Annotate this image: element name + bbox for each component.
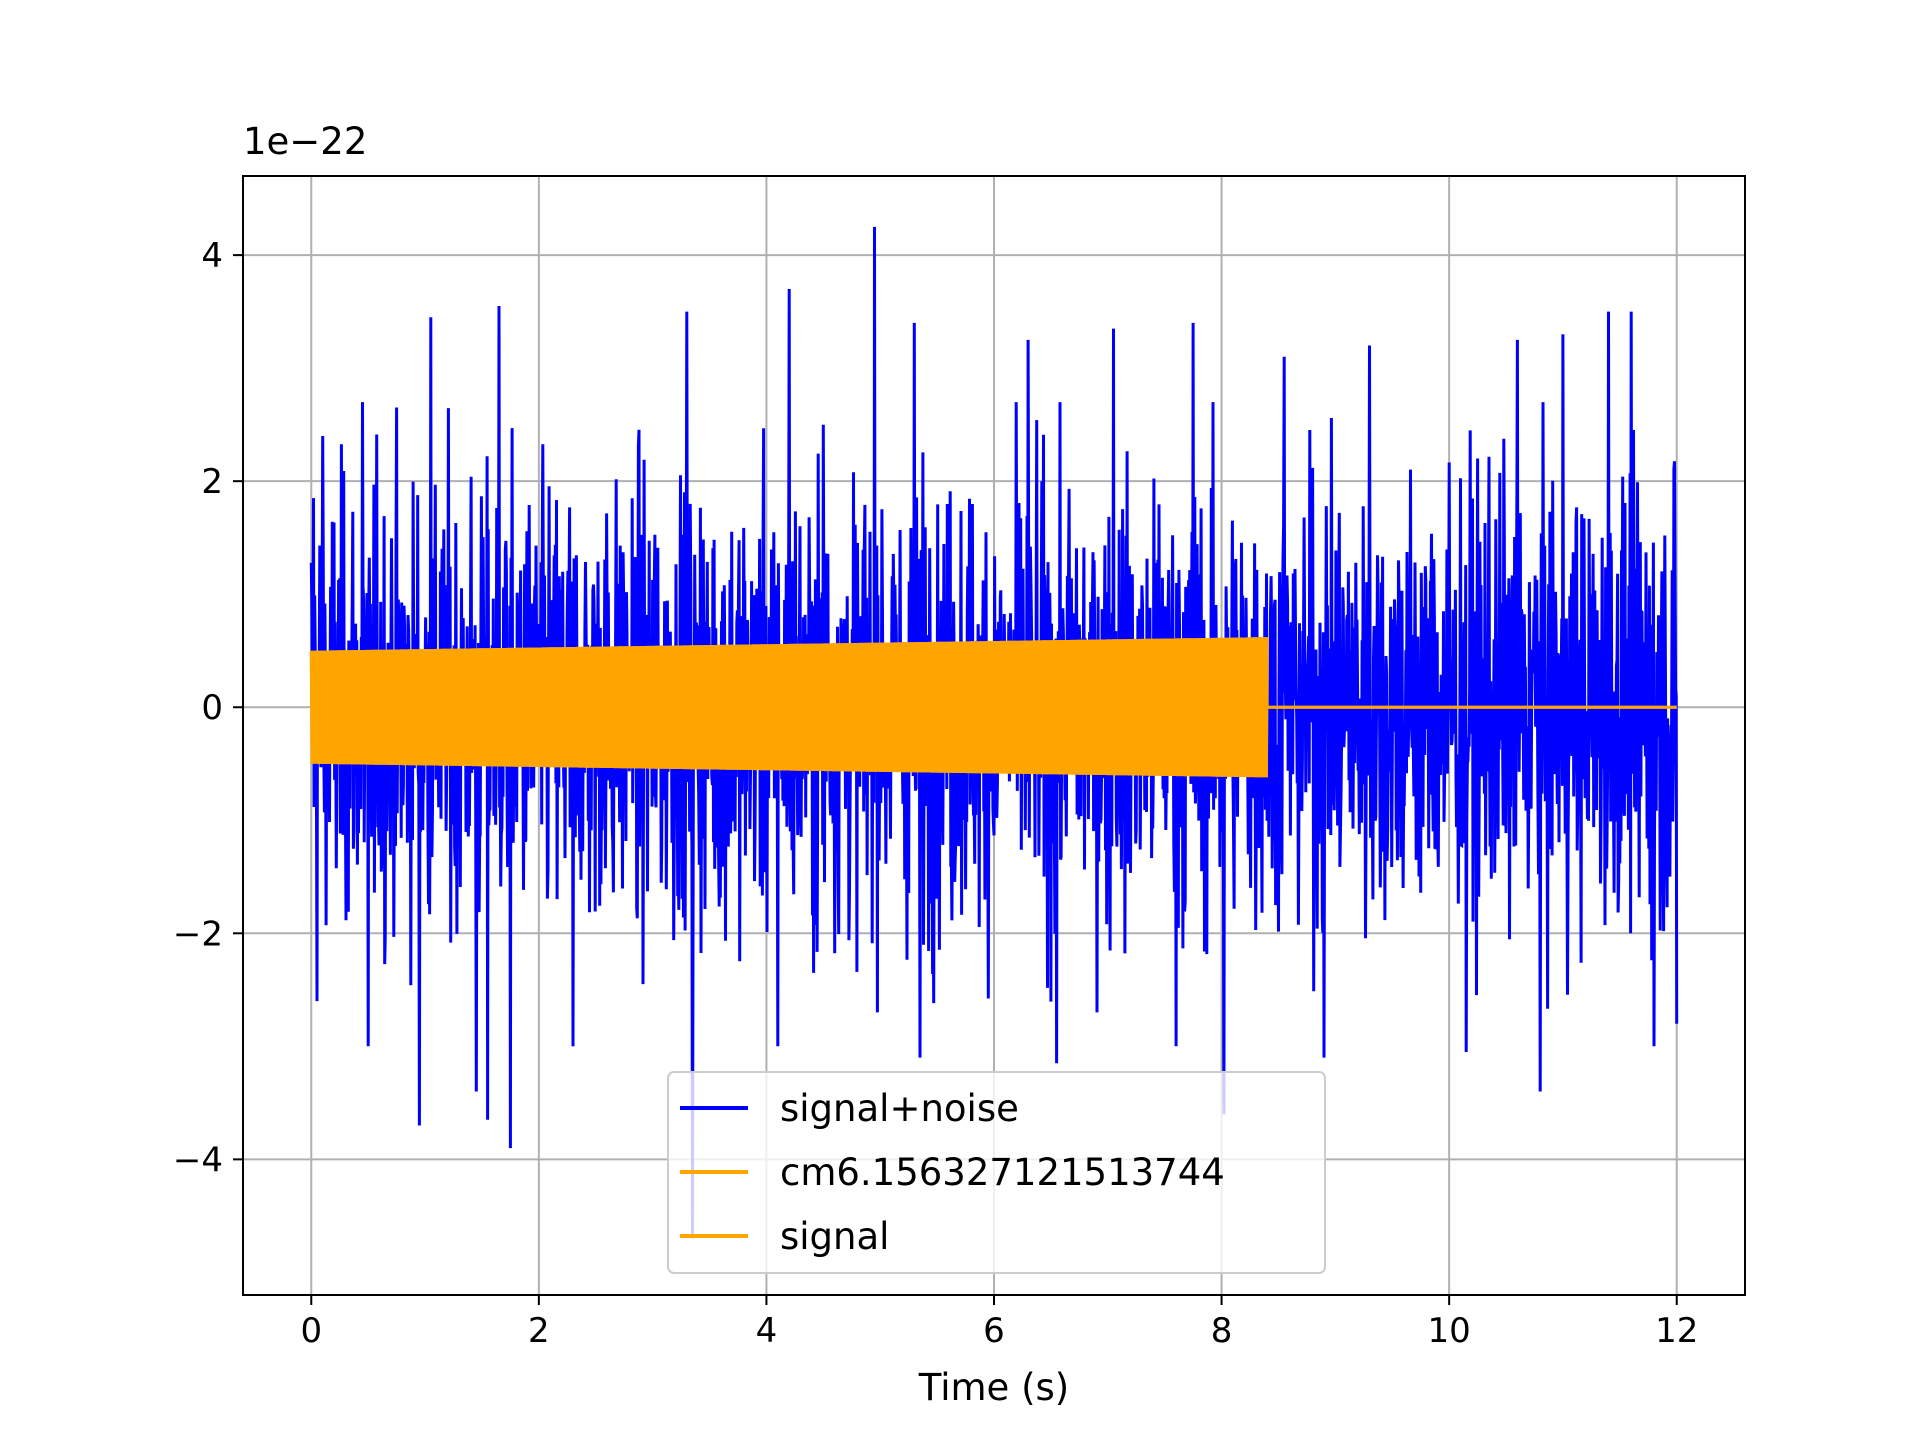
x-tick-label: 6 [983,1311,1005,1351]
y-offset-label: 1e−22 [243,120,367,163]
plot-area [309,226,1679,1239]
y-tick-label: −2 [173,914,223,954]
x-tick-label: 12 [1655,1311,1698,1351]
legend-label: cm6.156327121513744 [780,1151,1225,1194]
y-axis: −4 −2 0 2 4 [173,236,243,1180]
x-tick-label: 2 [528,1311,550,1351]
x-axis: 0 2 4 6 8 10 12 [300,1295,1698,1351]
y-tick-label: −4 [173,1140,223,1180]
y-tick-label: 0 [201,688,223,728]
x-tick-label: 8 [1211,1311,1233,1351]
x-tick-label: 0 [300,1311,322,1351]
legend: signal+noise cm6.156327121513744 signal [667,1071,1326,1274]
legend-label: signal+noise [780,1087,1019,1130]
x-tick-label: 4 [756,1311,778,1351]
series-signal-line [309,637,1677,778]
x-tick-label: 10 [1428,1311,1471,1351]
y-tick-label: 2 [201,462,223,502]
y-tick-label: 4 [201,236,223,276]
x-axis-label: Time (s) [918,1366,1069,1409]
legend-box [667,1071,1326,1274]
legend-label: signal [780,1215,889,1258]
